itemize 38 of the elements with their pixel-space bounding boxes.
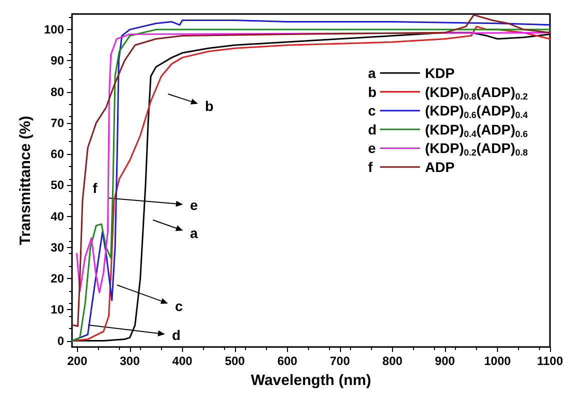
x-tick-label: 500 bbox=[224, 354, 246, 368]
annotation: c bbox=[368, 102, 376, 119]
y-tick-label: 50 bbox=[50, 178, 64, 192]
x-tick-label: 300 bbox=[120, 354, 140, 368]
annotation: e bbox=[368, 140, 376, 156]
x-tick-label: 900 bbox=[434, 354, 456, 368]
x-tick-label: 600 bbox=[277, 354, 298, 368]
annotation: a bbox=[368, 65, 376, 81]
x-tick-label: 1000 bbox=[484, 354, 512, 368]
legend-label: KDP bbox=[425, 65, 455, 81]
x-tick-label: 400 bbox=[172, 354, 193, 368]
text: c bbox=[175, 298, 183, 314]
text: e bbox=[190, 197, 198, 213]
line-series bbox=[76, 32, 551, 294]
y-tick-label: 40 bbox=[50, 209, 64, 224]
y-tick-label: 80 bbox=[50, 84, 64, 99]
y-axis-title: Transmittance (%) bbox=[17, 116, 34, 246]
annotation: d bbox=[368, 121, 377, 138]
y-tick-label: 10 bbox=[50, 302, 64, 317]
annotation: b bbox=[368, 84, 377, 100]
x-tick-label: 200 bbox=[67, 354, 88, 368]
y-tick-label: 20 bbox=[50, 272, 64, 286]
x-tick-label: 800 bbox=[382, 354, 403, 368]
legend-label: ADP bbox=[425, 159, 455, 175]
y-tick-label: 30 bbox=[50, 240, 64, 254]
y-tick-label: 70 bbox=[50, 116, 64, 130]
y-tick-label: 100 bbox=[44, 22, 64, 37]
y-tick-label: 90 bbox=[50, 54, 64, 68]
x-tick-label: 700 bbox=[330, 354, 350, 368]
x-tick-label: 1100 bbox=[536, 354, 564, 368]
y-tick-label: 0 bbox=[57, 334, 64, 348]
text: d bbox=[172, 327, 181, 343]
annotation: f bbox=[368, 159, 373, 175]
y-tick-label: 60 bbox=[50, 147, 64, 162]
text: a bbox=[190, 225, 198, 241]
text: f bbox=[92, 180, 98, 196]
x-axis-title: Wavelength (nm) bbox=[250, 372, 372, 389]
text: b bbox=[205, 98, 214, 114]
